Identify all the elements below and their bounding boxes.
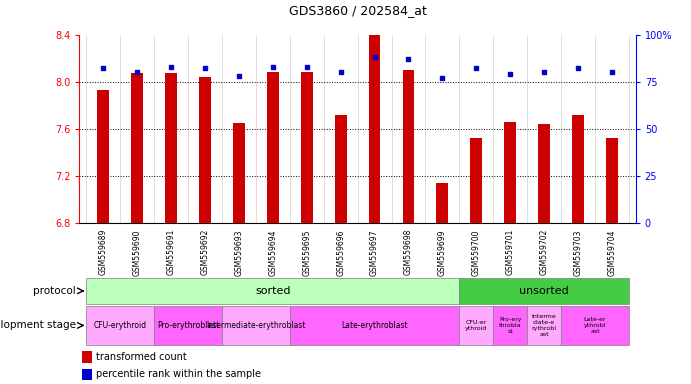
Text: GDS3860 / 202584_at: GDS3860 / 202584_at xyxy=(289,4,426,17)
Text: GSM559692: GSM559692 xyxy=(200,229,209,275)
Bar xyxy=(131,73,143,223)
Text: GSM559689: GSM559689 xyxy=(99,229,108,275)
Bar xyxy=(165,73,177,223)
Bar xyxy=(154,306,222,345)
Text: transformed count: transformed count xyxy=(96,352,187,362)
Text: GSM559694: GSM559694 xyxy=(268,229,277,276)
Text: GSM559698: GSM559698 xyxy=(404,229,413,275)
Text: GSM559704: GSM559704 xyxy=(607,229,616,276)
Bar xyxy=(97,90,109,223)
Text: CFU-erythroid: CFU-erythroid xyxy=(93,321,146,330)
Bar xyxy=(82,351,93,363)
Bar xyxy=(233,123,245,223)
Bar xyxy=(86,278,460,304)
Text: CFU-er
ythroid: CFU-er ythroid xyxy=(465,320,487,331)
Text: GSM559702: GSM559702 xyxy=(540,229,549,275)
Text: Interme
diate-e
rythrobl
ast: Interme diate-e rythrobl ast xyxy=(531,314,557,337)
Text: GSM559691: GSM559691 xyxy=(167,229,176,275)
Text: GSM559696: GSM559696 xyxy=(336,229,345,276)
Text: GSM559693: GSM559693 xyxy=(234,229,243,276)
Bar xyxy=(290,306,460,345)
Bar xyxy=(222,306,290,345)
Text: GSM559701: GSM559701 xyxy=(506,229,515,275)
Text: GSM559695: GSM559695 xyxy=(302,229,311,276)
Bar xyxy=(334,114,347,223)
Bar xyxy=(538,124,550,223)
Text: GSM559699: GSM559699 xyxy=(438,229,447,276)
Bar xyxy=(460,306,493,345)
Text: GSM559703: GSM559703 xyxy=(574,229,583,276)
Bar xyxy=(572,114,584,223)
Text: Late-erythroblast: Late-erythroblast xyxy=(341,321,408,330)
Bar xyxy=(403,70,415,223)
Text: development stage: development stage xyxy=(0,320,76,331)
Bar xyxy=(527,306,561,345)
Bar xyxy=(437,183,448,223)
Bar xyxy=(471,138,482,223)
Bar xyxy=(606,138,618,223)
Text: unsorted: unsorted xyxy=(519,286,569,296)
Bar xyxy=(267,72,278,223)
Bar xyxy=(301,72,312,223)
Text: sorted: sorted xyxy=(255,286,290,296)
Text: percentile rank within the sample: percentile rank within the sample xyxy=(96,369,261,379)
Text: GSM559697: GSM559697 xyxy=(370,229,379,276)
Text: protocol: protocol xyxy=(33,286,76,296)
Bar xyxy=(368,35,381,223)
Bar xyxy=(460,278,629,304)
Text: Late-er
ythrobl
ast: Late-er ythrobl ast xyxy=(584,317,606,334)
Bar xyxy=(199,77,211,223)
Bar xyxy=(82,369,93,380)
Text: GSM559700: GSM559700 xyxy=(472,229,481,276)
Text: GSM559690: GSM559690 xyxy=(133,229,142,276)
Text: Pro-ery
throbla
st: Pro-ery throbla st xyxy=(499,317,522,334)
Text: Intermediate-erythroblast: Intermediate-erythroblast xyxy=(206,321,305,330)
Bar xyxy=(504,122,516,223)
Bar xyxy=(86,306,154,345)
Text: Pro-erythroblast: Pro-erythroblast xyxy=(157,321,219,330)
Bar xyxy=(493,306,527,345)
Bar xyxy=(561,306,629,345)
